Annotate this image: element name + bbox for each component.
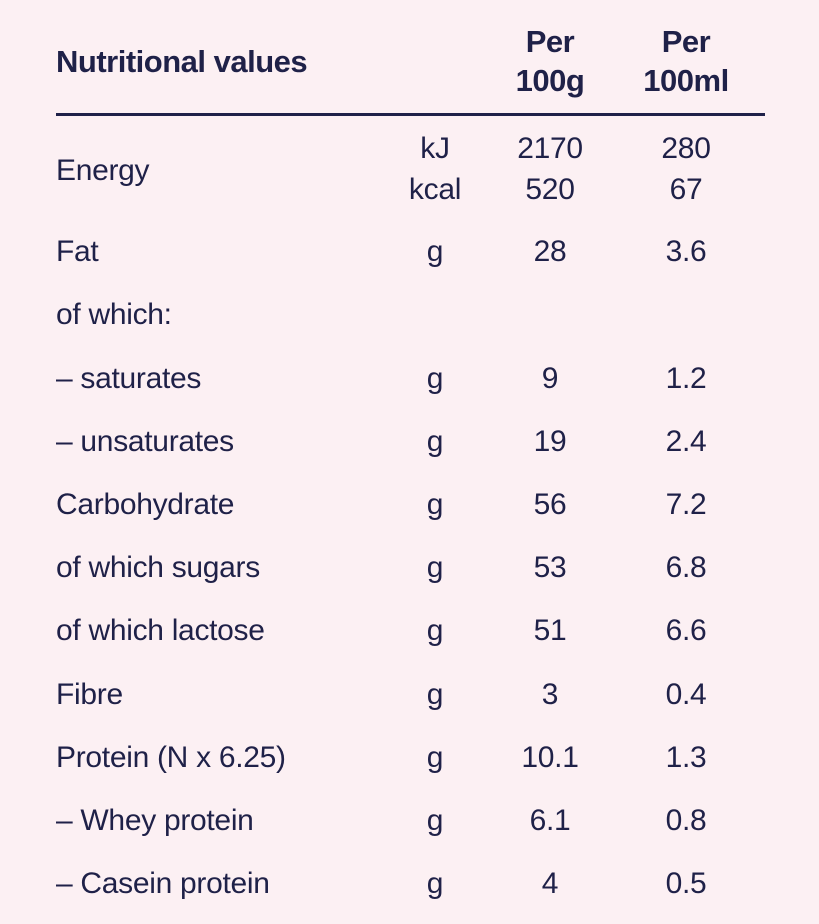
unit-cell: g [426, 678, 444, 711]
value-cell-per-100g: 19 [533, 425, 567, 458]
value-cell-per-100ml: 1.2 [665, 362, 707, 395]
value-cell-per-100g: 28 [533, 235, 567, 268]
row-label: of which sugars [56, 551, 260, 584]
table-row: – Whey protein g 6.1 0.8 [0, 798, 819, 844]
unit-cell: g [426, 867, 444, 900]
value-cell: 280 [661, 132, 711, 165]
value-cell-per-100g: 6.1 [529, 804, 571, 837]
value-cell-per-100g: 53 [533, 551, 567, 584]
unit-cell: g [426, 425, 444, 458]
table-row: – unsaturates g 19 2.4 [0, 419, 819, 465]
value-cell-per-100ml: 3.6 [665, 235, 707, 268]
value-cell-per-100ml: 7.2 [665, 488, 707, 521]
value-cell-per-100ml: 6.8 [665, 551, 707, 584]
table-row: – saturates g 9 1.2 [0, 356, 819, 402]
value-cell-per-100g: 51 [533, 614, 567, 647]
value-cell: 67 [669, 173, 703, 206]
table-row: of which lactose g 51 6.6 [0, 608, 819, 654]
table-title: Nutritional values [56, 44, 308, 79]
unit-cell: g [426, 235, 444, 268]
unit-cell: g [426, 362, 444, 395]
value-cell-per-100ml: 0.5 [665, 867, 707, 900]
row-label: Energy [56, 154, 150, 187]
column-header-per-100g: Per 100g [500, 22, 600, 100]
unit-cell: g [426, 488, 444, 521]
unit-cell: g [426, 551, 444, 584]
column-header-line: 100ml [643, 63, 729, 98]
unit-cell: g [426, 804, 444, 837]
row-label: Fibre [56, 678, 123, 711]
column-header-line: Per [661, 24, 711, 59]
table-row: of which sugars g 53 6.8 [0, 545, 819, 591]
value-cell-per-100g: 9 [541, 362, 559, 395]
value-cell-per-100ml: 2.4 [665, 425, 707, 458]
row-label: – saturates [56, 362, 202, 395]
table-row: – Casein protein g 4 0.5 [0, 861, 819, 907]
row-label: Carbohydrate [56, 488, 235, 521]
row-label: of which lactose [56, 614, 265, 647]
row-label: Fat [56, 235, 99, 268]
row-units: kJ kcal [395, 128, 475, 210]
unit-cell: g [426, 614, 444, 647]
value-cell-per-100g: 3 [541, 678, 559, 711]
table-row: Protein (N x 6.25) g 10.1 1.3 [0, 735, 819, 781]
header-divider [56, 113, 765, 116]
column-header-line: Per [525, 24, 575, 59]
value-cell-per-100ml: 0.4 [665, 678, 707, 711]
column-header-per-100ml: Per 100ml [630, 22, 742, 100]
table-row: Fat g 28 3.6 [0, 229, 819, 275]
value-cell-per-100g: 4 [541, 867, 559, 900]
unit-cell: kJ [420, 132, 450, 165]
row-label: Protein (N x 6.25) [56, 741, 286, 774]
value-cell-per-100ml: 6.6 [665, 614, 707, 647]
row-label: – Whey protein [56, 804, 254, 837]
value-cell: 2170 [517, 132, 583, 165]
table-row: Carbohydrate g 56 7.2 [0, 482, 819, 528]
unit-cell: kcal [408, 173, 462, 206]
table-row-energy: Energy kJ kcal 2170 520 280 67 [0, 128, 819, 210]
row-label: – Casein protein [56, 867, 270, 900]
value-cell-per-100g: 10.1 [521, 741, 579, 774]
value-cell-per-100g: 56 [533, 488, 567, 521]
row-label: – unsaturates [56, 425, 234, 458]
row-label: of which: [56, 298, 172, 331]
unit-cell: g [426, 741, 444, 774]
row-values-per-100g: 2170 520 [500, 128, 600, 210]
value-cell-per-100ml: 1.3 [665, 741, 707, 774]
table-row: of which: [0, 292, 819, 338]
value-cell-per-100ml: 0.8 [665, 804, 707, 837]
column-header-line: 100g [515, 63, 585, 98]
row-values-per-100ml: 280 67 [630, 128, 742, 210]
value-cell: 520 [525, 173, 575, 206]
table-row: Fibre g 3 0.4 [0, 672, 819, 718]
